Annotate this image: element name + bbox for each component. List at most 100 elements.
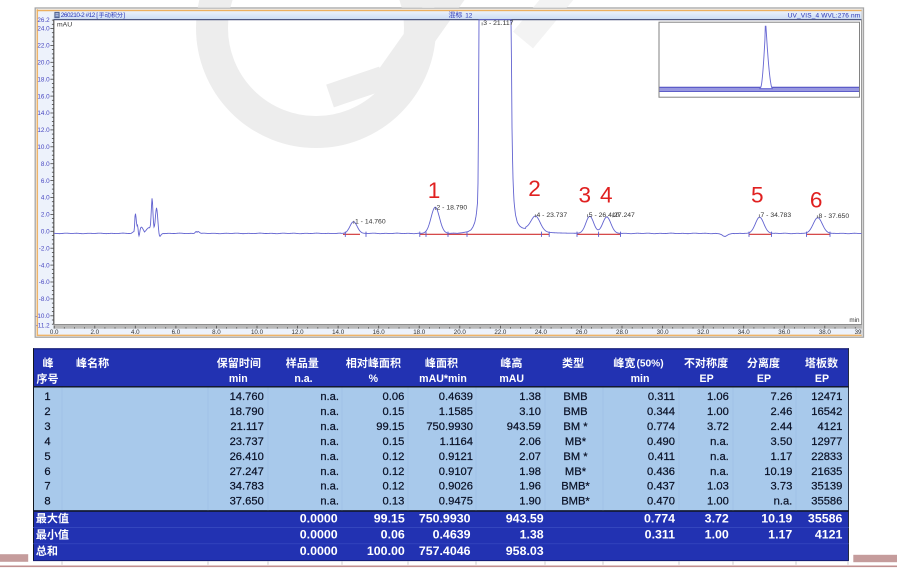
svg-text:0.311: 0.311 [648, 391, 675, 403]
svg-text:5: 5 [751, 182, 764, 207]
svg-text:n.a.: n.a. [710, 466, 729, 478]
svg-text:757.4046: 757.4046 [419, 544, 471, 558]
svg-text:34.783: 34.783 [230, 481, 264, 493]
svg-text:4.0: 4.0 [131, 329, 140, 336]
svg-text:2.06: 2.06 [519, 436, 541, 448]
svg-text:n.a.: n.a. [320, 436, 339, 448]
svg-text:4.0: 4.0 [41, 195, 50, 202]
svg-text:943.59: 943.59 [507, 421, 541, 433]
svg-text:-6.0: -6.0 [39, 279, 50, 286]
svg-text:20.0: 20.0 [37, 60, 50, 67]
svg-text:14.0: 14.0 [332, 329, 345, 336]
svg-text:4 - 23.737: 4 - 23.737 [537, 212, 568, 219]
svg-text:]: ] [123, 12, 125, 19]
svg-text:2.0: 2.0 [41, 212, 50, 219]
svg-text:0.9121: 0.9121 [439, 451, 473, 463]
svg-text:mAU: mAU [57, 22, 72, 29]
svg-text:0.774: 0.774 [644, 511, 675, 525]
svg-text:1.17: 1.17 [768, 528, 792, 542]
svg-text:3: 3 [44, 421, 50, 433]
svg-text:260210-2 #12 [: 260210-2 #12 [ [61, 12, 98, 19]
svg-text:14.760: 14.760 [230, 391, 264, 403]
svg-text:10.19: 10.19 [764, 466, 792, 478]
svg-text:UV_VIS_4 WVL:276 nm: UV_VIS_4 WVL:276 nm [788, 12, 861, 19]
svg-text:0.4639: 0.4639 [433, 528, 471, 542]
svg-text:-2.0: -2.0 [39, 245, 50, 252]
svg-text:18.0: 18.0 [37, 76, 50, 83]
svg-text:BMB: BMB [563, 406, 587, 418]
svg-text:1 - 14.760: 1 - 14.760 [355, 218, 386, 225]
svg-text:3.72: 3.72 [707, 421, 729, 433]
svg-text:1.38: 1.38 [519, 391, 541, 403]
svg-text:n.a.: n.a. [320, 421, 339, 433]
svg-text:100.00: 100.00 [367, 544, 405, 558]
svg-text:0.0000: 0.0000 [300, 544, 338, 558]
svg-text:22833: 22833 [811, 451, 842, 463]
svg-text:EP: EP [815, 373, 829, 385]
svg-text:2 - 18.790: 2 - 18.790 [437, 205, 468, 212]
svg-text:28.0: 28.0 [616, 329, 629, 336]
svg-text:750.9930: 750.9930 [426, 421, 473, 433]
svg-text:MB*: MB* [565, 466, 587, 478]
svg-text:0.0: 0.0 [41, 229, 50, 236]
svg-text:4: 4 [44, 436, 50, 448]
svg-text:23.737: 23.737 [230, 436, 264, 448]
svg-text:943.59: 943.59 [506, 511, 544, 525]
svg-text:26.2: 26.2 [37, 17, 50, 24]
svg-text:0.9107: 0.9107 [439, 466, 473, 478]
svg-text:n.a.: n.a. [320, 406, 339, 418]
svg-text:0.774: 0.774 [647, 421, 675, 433]
svg-text:7.26: 7.26 [771, 391, 793, 403]
svg-text:0.15: 0.15 [383, 406, 405, 418]
svg-text:8: 8 [44, 496, 50, 508]
svg-text:0.0000: 0.0000 [300, 511, 338, 525]
svg-text:12: 12 [465, 12, 473, 19]
svg-text:4121: 4121 [815, 528, 843, 542]
svg-text:0.0000: 0.0000 [300, 528, 338, 542]
svg-text:35586: 35586 [811, 496, 842, 508]
svg-text:-11.2: -11.2 [36, 322, 50, 329]
svg-text:7 - 34.783: 7 - 34.783 [761, 212, 792, 219]
svg-text:37.650: 37.650 [230, 496, 264, 508]
svg-text:1: 1 [44, 391, 50, 403]
svg-text:n.a.: n.a. [320, 466, 339, 478]
svg-text:3 - 21.117: 3 - 21.117 [483, 20, 513, 27]
svg-text:BM *: BM * [563, 421, 588, 433]
svg-text:18.0: 18.0 [413, 329, 426, 336]
svg-text:(50%): (50%) [636, 358, 663, 369]
svg-text:2: 2 [44, 406, 50, 418]
svg-text:21635: 21635 [811, 466, 842, 478]
svg-text:BMB*: BMB* [561, 481, 590, 493]
svg-text:39: 39 [855, 329, 862, 336]
svg-text:34.0: 34.0 [738, 329, 751, 336]
svg-text:0.12: 0.12 [383, 451, 405, 463]
svg-text:mAU: mAU [499, 373, 524, 385]
svg-text:6.0: 6.0 [172, 329, 181, 336]
svg-text:8.0: 8.0 [41, 161, 50, 168]
svg-text:0.490: 0.490 [647, 436, 675, 448]
svg-text:1.00: 1.00 [707, 406, 729, 418]
svg-text:min: min [229, 373, 248, 385]
svg-text:35586: 35586 [808, 511, 843, 525]
svg-text:958.03: 958.03 [506, 544, 544, 558]
svg-text:0.12: 0.12 [383, 481, 405, 493]
svg-text:n.a.: n.a. [320, 481, 339, 493]
svg-text:3.10: 3.10 [519, 406, 541, 418]
svg-text:0.06: 0.06 [381, 528, 405, 542]
svg-text:99.15: 99.15 [376, 421, 404, 433]
svg-text:4: 4 [600, 183, 613, 208]
svg-text:n.a.: n.a. [320, 391, 339, 403]
svg-text:18.790: 18.790 [230, 406, 264, 418]
svg-text:1.38: 1.38 [520, 528, 544, 542]
svg-text:12977: 12977 [811, 436, 842, 448]
svg-text:0.0: 0.0 [50, 329, 59, 336]
svg-text:EP: EP [700, 373, 714, 385]
svg-text:0.9026: 0.9026 [439, 481, 473, 493]
svg-text:6.0: 6.0 [41, 178, 50, 185]
svg-text:27.247: 27.247 [614, 212, 635, 219]
svg-text:3: 3 [579, 182, 592, 207]
svg-text:2.44: 2.44 [771, 421, 793, 433]
svg-text:BMB: BMB [563, 391, 587, 403]
svg-text:n.a.: n.a. [710, 451, 729, 463]
svg-text:1.06: 1.06 [707, 391, 729, 403]
